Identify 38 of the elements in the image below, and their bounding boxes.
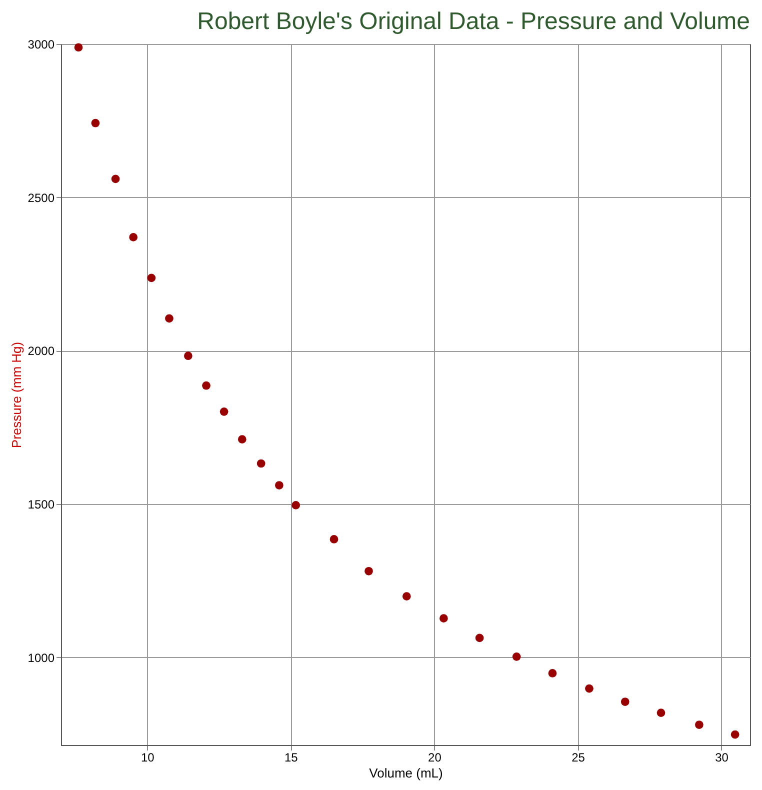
y-tick-label: 2500 — [28, 190, 55, 205]
point — [129, 233, 138, 242]
point — [585, 684, 594, 693]
x-tick-label: 25 — [572, 750, 586, 764]
y-tick-label: 3000 — [28, 38, 55, 52]
point — [512, 652, 521, 661]
point — [475, 634, 484, 642]
chart-title: Robert Boyle's Original Data - Pressure and Volume — [197, 8, 750, 35]
y-axis-title: Pressure (mm Hg) — [8, 342, 24, 448]
y-tick-label: 1000 — [28, 650, 55, 665]
point — [275, 481, 284, 490]
point — [364, 566, 373, 576]
point — [184, 352, 192, 360]
point — [91, 118, 100, 128]
x-tick-label: 15 — [284, 750, 298, 764]
x-tick-label: 10 — [140, 750, 155, 764]
point — [330, 535, 338, 544]
point — [620, 698, 630, 706]
point — [440, 614, 448, 623]
point — [220, 408, 228, 416]
x-axis-title: Volume (mL) — [369, 766, 443, 780]
x-tick-label: 20 — [428, 750, 442, 764]
point — [165, 314, 174, 323]
point — [147, 274, 156, 282]
y-tick-label: 1500 — [28, 497, 55, 512]
x-tick-label: 30 — [715, 750, 729, 764]
point — [656, 708, 666, 717]
point — [238, 435, 246, 444]
point — [548, 669, 557, 678]
point — [292, 501, 300, 510]
point — [256, 459, 266, 468]
point — [74, 43, 83, 52]
point — [695, 720, 704, 729]
point — [111, 174, 120, 184]
point — [202, 381, 210, 390]
point — [730, 730, 740, 739]
y-tick-label: 2000 — [28, 344, 55, 358]
point — [402, 592, 411, 600]
